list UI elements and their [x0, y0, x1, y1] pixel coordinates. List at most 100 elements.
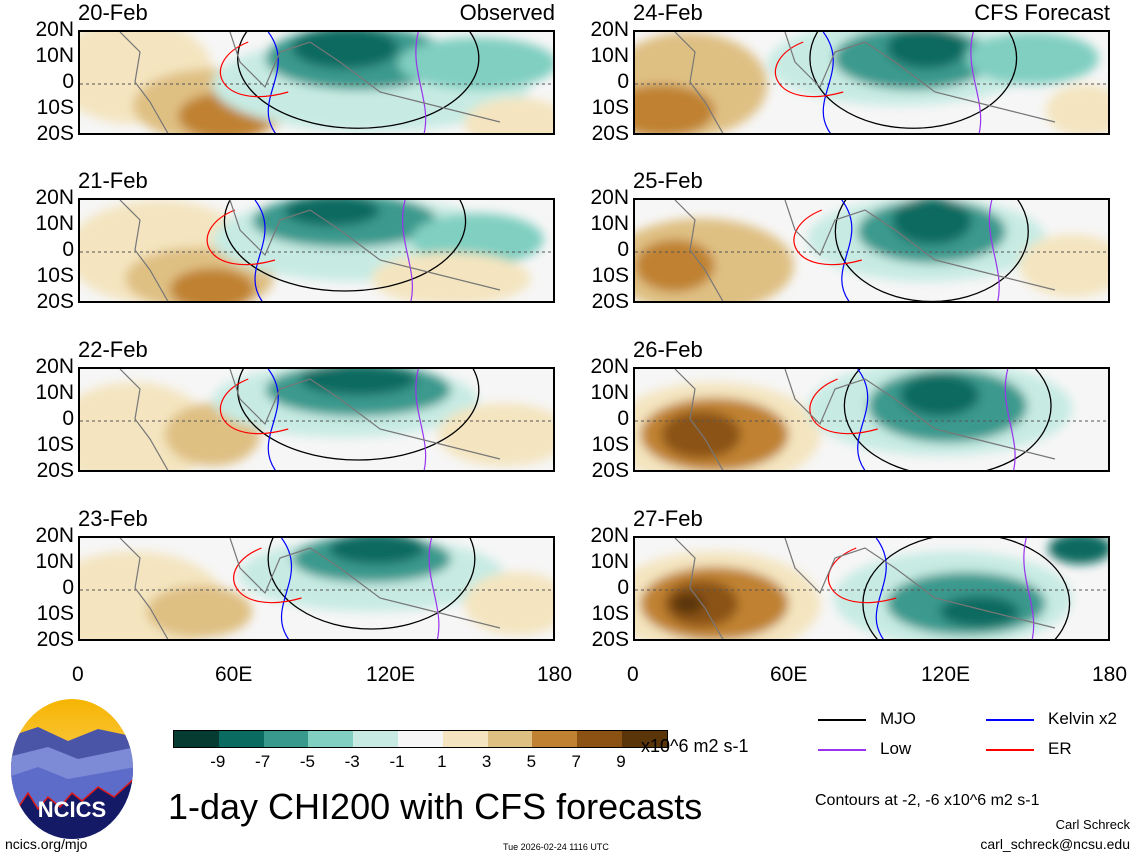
anomaly-region — [886, 32, 967, 69]
y-tick-label: 20N — [590, 18, 629, 41]
map-panel — [78, 198, 555, 303]
legend-line-kelvin — [986, 719, 1034, 721]
anomaly-region — [398, 37, 553, 90]
low-contour — [415, 369, 427, 470]
figure-title: 1-day CHI200 with CFS forecasts — [168, 786, 703, 827]
y-tick-label: 10S — [591, 433, 629, 456]
anomaly-region — [284, 200, 380, 227]
colorbar-swatch — [308, 731, 354, 747]
kelvin-contour — [267, 369, 279, 470]
low-contour — [1023, 538, 1035, 639]
y-tick-label: 20S — [591, 459, 629, 482]
anomaly-region — [464, 97, 553, 133]
y-tick-label: 20N — [35, 355, 74, 378]
coastline — [674, 369, 1056, 470]
colorbar-label: -3 — [344, 752, 360, 771]
colorbar-label: 7 — [571, 752, 581, 771]
y-tick-label: 10N — [590, 212, 629, 235]
y-tick-label: 20N — [35, 524, 74, 547]
mjo-contour — [843, 369, 1052, 470]
legend-line-er — [986, 749, 1034, 751]
y-tick-label: 0 — [617, 70, 629, 93]
y-tick-label: 20N — [590, 186, 629, 209]
panel-date: 20-Feb — [78, 0, 148, 25]
er-contour — [793, 209, 862, 266]
low-contour — [428, 538, 440, 639]
colorbar-label: 9 — [616, 752, 626, 771]
email[interactable]: carl_schreck@ncsu.edu — [980, 836, 1130, 852]
y-tick-label: 10S — [36, 96, 74, 119]
kelvin-contour — [280, 538, 293, 639]
er-contour — [219, 41, 289, 98]
legend-label: Low — [880, 739, 912, 758]
y-tick-label: 0 — [62, 407, 74, 430]
panel-date: 22-Feb — [78, 337, 148, 362]
anomaly-region — [1019, 234, 1108, 298]
y-tick-label: 20S — [36, 122, 74, 145]
kelvin-contour — [822, 32, 834, 133]
colorbar-label: -7 — [255, 752, 271, 771]
y-tick-label: 20S — [36, 290, 74, 313]
anomaly-region — [146, 585, 253, 638]
colorbar-swatch — [621, 731, 667, 747]
coastline — [119, 200, 501, 301]
anomaly-region — [329, 538, 425, 565]
timestamp: Tue 2026-02-24 1116 UTC — [503, 842, 609, 852]
colorbar-swatch — [263, 731, 309, 747]
y-tick-label: 20N — [590, 355, 629, 378]
y-tick-label: 20N — [590, 524, 629, 547]
panel-label: CFS Forecast — [974, 0, 1110, 25]
coastline — [674, 200, 1056, 301]
y-tick-label: 0 — [617, 238, 629, 261]
low-contour — [415, 32, 427, 133]
y-tick-label: 20S — [36, 459, 74, 482]
map-panel — [633, 30, 1110, 135]
colorbar-label: 3 — [481, 752, 492, 771]
legend-label: Kelvin x2 — [1048, 709, 1117, 728]
colorbar-swatch — [487, 731, 533, 747]
map-panel — [78, 30, 555, 135]
y-tick-label: 20S — [591, 122, 629, 145]
colorbar-swatch — [218, 731, 264, 747]
y-tick-label: 0 — [62, 576, 74, 599]
y-tick-label: 10N — [590, 44, 629, 67]
mjo-contour — [223, 200, 467, 292]
legend-line-mjo — [818, 719, 866, 721]
svg-text:NCICS: NCICS — [38, 797, 106, 822]
er-contour — [206, 209, 276, 266]
y-tick-label: 10N — [590, 550, 629, 573]
x-tick-label: 60E — [770, 663, 808, 686]
panel-date: 21-Feb — [78, 168, 148, 193]
mjo-contour — [862, 538, 1071, 639]
coastline — [119, 369, 501, 470]
site-url[interactable]: ncics.org/mjo — [5, 836, 88, 852]
anomaly-region — [1048, 538, 1108, 565]
colorbar-label: 5 — [526, 752, 537, 771]
y-tick-label: 0 — [62, 238, 74, 261]
panel-date: 27-Feb — [633, 506, 703, 531]
er-contour — [233, 547, 302, 604]
x-tick-label: 0 — [72, 663, 84, 686]
low-contour — [401, 200, 414, 301]
anomaly-region — [299, 369, 417, 396]
anomaly-region — [292, 32, 398, 69]
anomaly-region — [371, 252, 531, 301]
kelvin-contour — [875, 538, 887, 639]
anomaly-region — [1045, 84, 1108, 133]
y-tick-label: 20S — [591, 628, 629, 651]
map-panel — [78, 367, 555, 472]
mjo-contour — [834, 200, 1029, 301]
er-contour — [774, 41, 844, 98]
kelvin-contour — [254, 200, 266, 301]
anomaly-region — [672, 593, 704, 615]
panel-date: 26-Feb — [633, 337, 703, 362]
low-contour — [970, 32, 982, 133]
colorbar-label: -5 — [299, 752, 315, 771]
er-contour — [219, 378, 289, 435]
y-tick-label: 10N — [35, 212, 74, 235]
y-tick-label: 10N — [35, 550, 74, 573]
coastline — [119, 32, 501, 133]
author: Carl Schreck — [1055, 817, 1130, 832]
kelvin-contour — [841, 200, 853, 301]
y-tick-label: 10S — [36, 602, 74, 625]
